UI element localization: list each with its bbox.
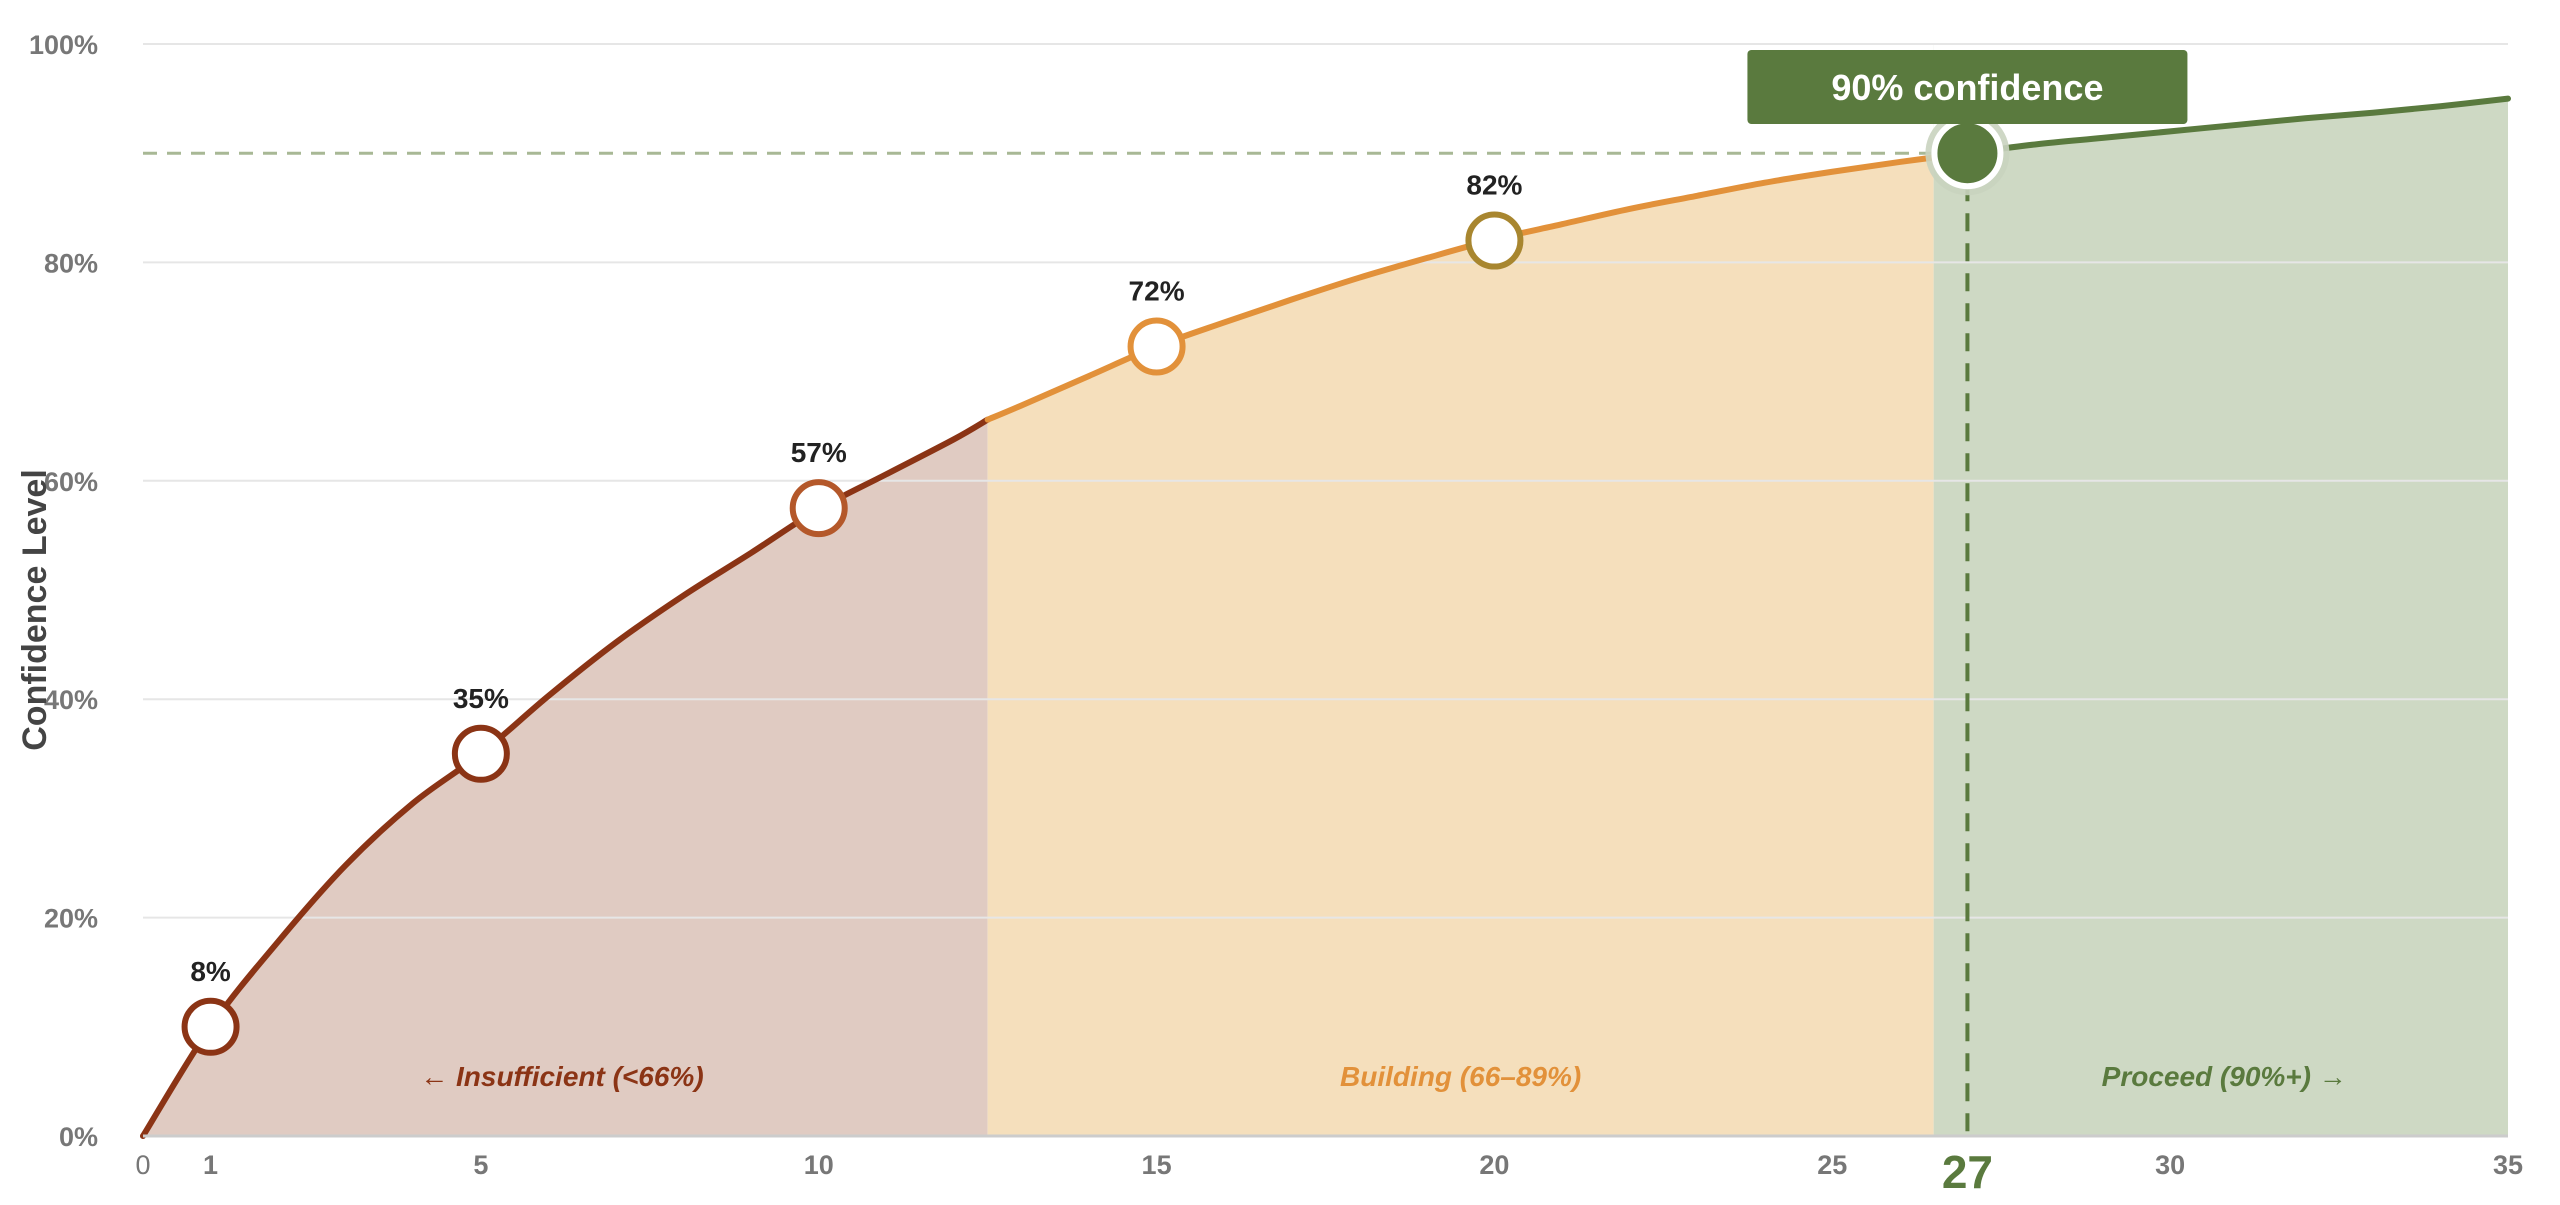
curve-segment-proceed <box>1964 95 2511 157</box>
x-tick-label: 20 <box>1479 1150 1509 1180</box>
x-tick-label: 0 <box>135 1150 150 1180</box>
y-tick-label: 0% <box>59 1122 98 1152</box>
target-marker: 90% confidence <box>1747 50 2188 124</box>
data-points: 8% 35% 57% 72% 82% <box>181 111 2010 1056</box>
zone-fill-building <box>987 157 1934 1136</box>
data-point <box>789 479 848 538</box>
y-tick-label: 40% <box>44 685 98 715</box>
x-tick-label: 25 <box>1817 1150 1847 1180</box>
y-tick-label: 100% <box>29 30 98 60</box>
target-point <box>1931 117 2004 190</box>
x-tick-label: 30 <box>2155 1150 2185 1180</box>
x-tick-label: 35 <box>2493 1150 2523 1180</box>
zone-label-building: Building (66–89%) <box>1340 1061 1581 1092</box>
data-point <box>1465 211 1524 270</box>
zone-label-insufficient: ← Insufficient (<66%) <box>420 1061 703 1092</box>
target-callout-box <box>1747 50 2188 124</box>
curve-segment-building <box>984 150 1971 423</box>
zone-label-proceed: Proceed (90%+) → <box>2102 1061 2347 1092</box>
x-tick-label: 5 <box>473 1150 488 1180</box>
zone-fill-insufficient <box>143 419 988 1136</box>
y-tick-label: 60% <box>44 467 98 497</box>
target-callout-label: 90% confidence <box>1831 67 2103 108</box>
grid-lines <box>143 43 2508 919</box>
data-point-label: 8% <box>190 956 231 987</box>
y-axis-label: Confidence Level <box>16 469 54 751</box>
data-point <box>1127 317 1186 376</box>
data-point-label: 35% <box>453 683 509 714</box>
y-tick-label: 20% <box>44 904 98 934</box>
zone-fills <box>143 24 2508 1136</box>
curve-segment-insufficient <box>140 416 991 1139</box>
data-point-label: 72% <box>1129 275 1185 306</box>
data-point <box>451 724 510 783</box>
x-tick-label-target: 27 <box>1942 1146 1993 1198</box>
x-tick-label: 15 <box>1142 1150 1172 1180</box>
y-tick-label: 80% <box>44 248 98 278</box>
data-point-label: 57% <box>791 437 847 468</box>
confidence-curve <box>140 95 2511 1139</box>
axes: 0%20%40%60%80%100%0 1 5 10 15 20 25 27 30 35 <box>29 30 2523 1198</box>
data-point-label: 82% <box>1466 170 1522 201</box>
data-point <box>181 997 240 1056</box>
zone-labels: ← Insufficient (<66%) Building (66–89%) … <box>420 1061 2347 1092</box>
x-tick-label: 1 <box>203 1150 218 1180</box>
threshold-lines <box>143 151 1970 1136</box>
zone-fill-proceed <box>1933 44 2508 1136</box>
x-tick-label: 10 <box>804 1150 834 1180</box>
